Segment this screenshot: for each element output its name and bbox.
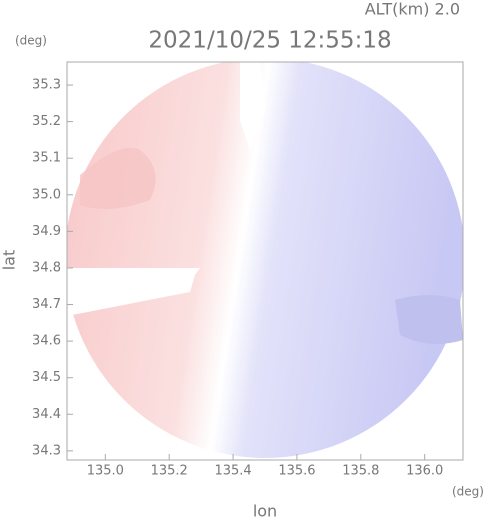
x-unit: (deg) (452, 485, 484, 499)
x-tick-label: 135.6 (278, 464, 315, 479)
y-unit: (deg) (15, 34, 47, 48)
x-tick-label: 135.2 (151, 464, 188, 479)
x-tick-label: 136.0 (406, 464, 443, 479)
annotation: ALT(km) 2.0 (365, 0, 460, 19)
y-tick-label: 35.3 (32, 78, 61, 93)
y-tick-label: 34.5 (32, 370, 61, 385)
y-axis-label: lat (0, 250, 19, 271)
radar-field (67, 62, 463, 458)
y-tick-label: 34.4 (32, 407, 61, 422)
y-tick-label: 35.1 (32, 151, 61, 166)
x-axis-label: lon (253, 502, 277, 521)
y-tick-label: 34.9 (32, 224, 61, 239)
y-tick-label: 34.8 (32, 260, 61, 275)
y-tick-label: 34.6 (32, 334, 61, 349)
plot-frame (66, 61, 464, 461)
y-tick-label: 35.2 (32, 114, 61, 129)
chart-title: 2021/10/25 12:55:18 (148, 28, 391, 54)
x-tick-label: 135.8 (342, 464, 379, 479)
y-tick-label: 35.0 (32, 187, 61, 202)
x-tick-label: 135.4 (214, 464, 251, 479)
y-tick-label: 34.3 (32, 443, 61, 458)
y-tick-label: 34.7 (32, 297, 61, 312)
x-tick-label: 135.0 (87, 464, 124, 479)
